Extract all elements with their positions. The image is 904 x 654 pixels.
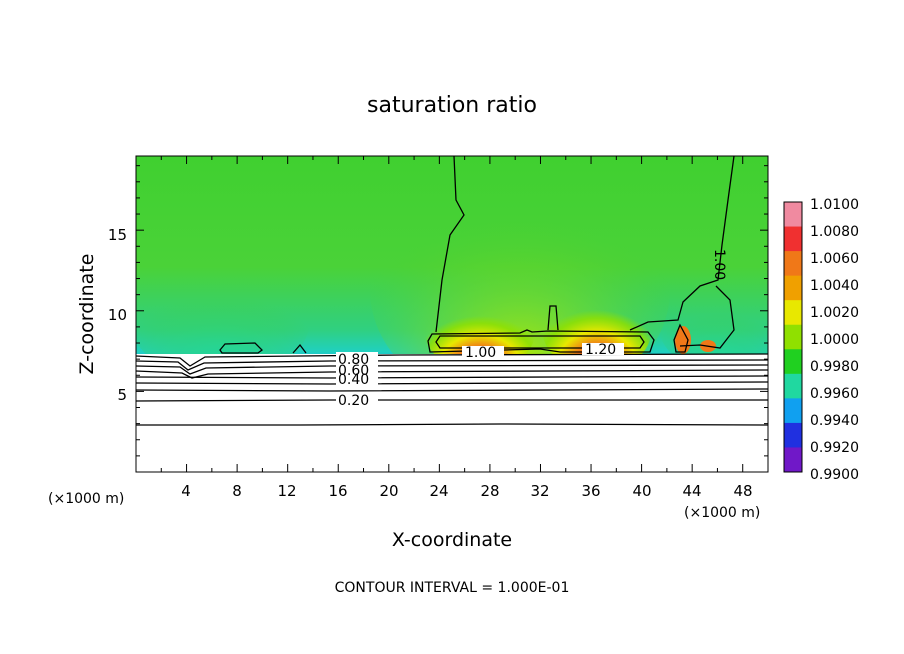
contour-label-mask	[582, 343, 624, 355]
x-tick-label: 32	[530, 482, 549, 500]
contour-line	[136, 369, 768, 379]
colorbar-label: 0.9920	[810, 440, 859, 456]
colorbar-label: 1.0100	[810, 197, 859, 213]
colorbar-segment	[784, 324, 802, 350]
axis-ticks	[136, 156, 768, 472]
contour-line	[219, 342, 263, 354]
colorbar-segment	[784, 398, 802, 424]
local-maximum-right	[675, 326, 691, 354]
colorbar	[783, 201, 803, 473]
x-tick-label: 16	[328, 482, 347, 500]
chart-title: saturation ratio	[367, 93, 537, 118]
contour-label-0-60: 0.60	[338, 363, 369, 379]
colorbar-label: 1.0020	[810, 305, 859, 321]
x-tick-label: 36	[581, 482, 600, 500]
contour-label-0-20: 0.20	[338, 393, 369, 409]
x-unit-label-left: (×1000 m)	[48, 491, 124, 507]
colorbar-label: 1.0000	[810, 332, 859, 348]
colorbar-segment	[784, 300, 802, 326]
contour-line	[136, 381, 768, 385]
colorbar-segment	[784, 349, 802, 375]
contour-line	[679, 285, 735, 349]
contour-line	[136, 353, 768, 367]
x-tick-label: 44	[682, 482, 701, 500]
contour-line	[435, 335, 645, 349]
contour-labels: 0.80 0.60 0.40 0.20 1.00 1.20 1.00	[336, 249, 727, 409]
y-axis-label: Z-coordinate	[76, 254, 98, 375]
contour-label-mask	[336, 372, 378, 385]
contour-label-mask	[336, 393, 378, 406]
plot-area: 0.80 0.60 0.40 0.20 1.00 1.20 1.00	[136, 156, 768, 472]
colorbar-label: 1.0060	[810, 251, 859, 267]
contour-label-mask	[336, 365, 378, 376]
y-tick-label: 5	[117, 386, 127, 404]
contour-label-mask	[336, 352, 378, 365]
colorbar-segment	[784, 226, 802, 252]
colorbar-label: 0.9960	[810, 386, 859, 402]
cool-region-left	[136, 260, 310, 380]
colorbar-segment	[784, 447, 802, 473]
contour-line	[435, 156, 465, 333]
x-tick-label: 40	[632, 482, 651, 500]
x-tick-label: 48	[733, 482, 752, 500]
contour-interval-note: CONTOUR INTERVAL = 1.000E-01	[335, 580, 570, 596]
contour-line	[547, 305, 559, 331]
x-tick-labels: 4 8 12 16 20 24 28 32 36 40 44 48	[181, 482, 752, 500]
y-tick-labels: 5 10 15	[108, 226, 127, 404]
colorbar-label: 0.9980	[810, 359, 859, 375]
colorbar-label: 0.9900	[810, 467, 859, 483]
colorbar-frame	[783, 201, 803, 473]
contour-label-1-00-high: 1.00	[711, 249, 727, 280]
colorbar-label: 1.0040	[810, 278, 859, 294]
contour-line	[673, 323, 689, 353]
colorbar-label: 0.9940	[810, 413, 859, 429]
contour-line	[136, 375, 768, 379]
contour-line	[136, 364, 768, 375]
contour-lines	[136, 156, 768, 426]
x-tick-label: 24	[429, 482, 448, 500]
contour-line	[629, 156, 735, 331]
colorbar-segment	[784, 251, 802, 277]
colorbar-label: 1.0080	[810, 224, 859, 240]
x-tick-label: 28	[480, 482, 499, 500]
x-tick-label: 20	[379, 482, 398, 500]
contour-label-0-40: 0.40	[338, 372, 369, 388]
x-tick-label: 8	[232, 482, 242, 500]
contour-label-1-00-low: 1.00	[465, 345, 496, 361]
x-tick-label: 4	[181, 482, 191, 500]
colorbar-labels: 1.0100 1.0080 1.0060 1.0040 1.0020 1.000…	[810, 197, 859, 483]
plot-frame	[135, 155, 769, 473]
y-tick-label: 15	[108, 226, 127, 244]
contour-label-1-20: 1.20	[585, 342, 616, 358]
contour-label-mask	[462, 346, 504, 358]
x-tick-label: 12	[277, 482, 296, 500]
contour-line	[292, 343, 307, 354]
contour-label-0-80: 0.80	[338, 352, 369, 368]
contour-line	[136, 359, 768, 371]
colorbar-segment	[784, 422, 802, 448]
x-axis-label: X-coordinate	[392, 529, 512, 551]
contour-line	[136, 388, 768, 392]
y-tick-label: 10	[108, 306, 127, 324]
contour-line	[136, 399, 768, 402]
x-unit-label-right: (×1000 m)	[684, 505, 760, 521]
colorbar-segment	[784, 373, 802, 399]
supersaturation-peak-right	[542, 283, 652, 373]
contour-line	[427, 329, 655, 353]
colorbar-segment	[784, 202, 802, 228]
contour-line	[136, 423, 768, 426]
colorbar-segment	[784, 275, 802, 301]
